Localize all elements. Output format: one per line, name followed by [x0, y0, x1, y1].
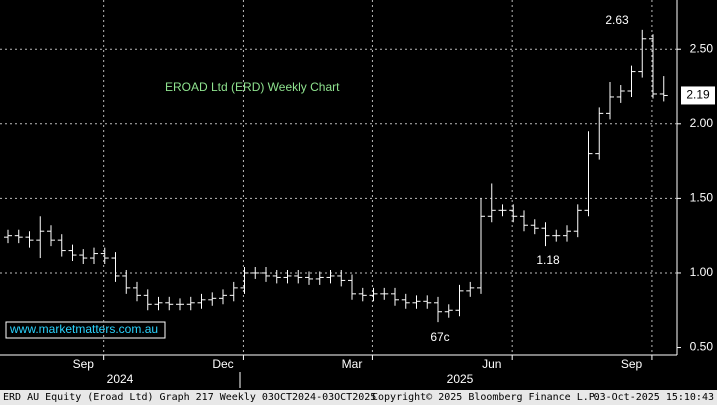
x-tick-label: Sep — [73, 357, 95, 371]
y-tick-label: 2.00 — [690, 116, 714, 130]
footer-bar — [0, 390, 717, 405]
y-tick-label: 0.50 — [690, 340, 714, 354]
x-tick-label: Dec — [212, 357, 233, 371]
year-label: 2024 — [107, 372, 134, 386]
footer-right: 03-Oct-2025 15:10:43 — [594, 392, 714, 403]
y-tick-label: 1.00 — [690, 265, 714, 279]
watermark-box — [5, 321, 166, 339]
watermark: www.marketmatters.com.au — [9, 322, 158, 336]
year-label: 2025 — [447, 372, 474, 386]
x-tick-label: Mar — [342, 357, 363, 371]
last-price: 2.19 — [686, 88, 710, 102]
annotation: 67c — [430, 330, 449, 344]
y-tick-label: 1.50 — [690, 191, 714, 205]
y-tick-label: 2.50 — [690, 41, 714, 55]
footer-left: ERD AU Equity (Eroad Ltd) Graph 217 Week… — [3, 392, 376, 403]
chart-title: EROAD Ltd (ERD) Weekly Chart — [165, 80, 340, 94]
annotation: 2.63 — [605, 13, 629, 27]
annotation: 1.18 — [536, 253, 560, 267]
footer-center: Copyright© 2025 Bloomberg Finance L.P. — [372, 392, 601, 403]
x-tick-label: Jun — [482, 357, 501, 371]
last-price-box — [681, 86, 715, 105]
x-tick-label: Sep — [621, 357, 643, 371]
